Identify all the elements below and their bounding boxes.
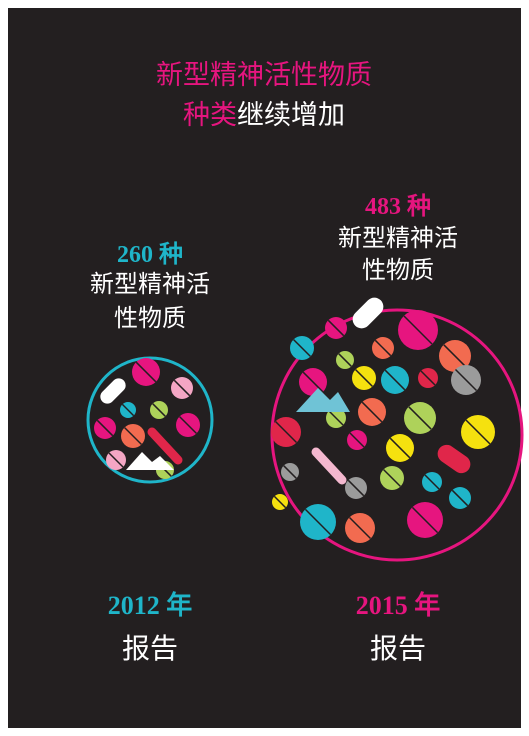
pill-score — [411, 506, 439, 534]
pill-score — [374, 339, 392, 357]
description: 新型精神活 — [90, 270, 210, 298]
capsule-icon — [100, 378, 126, 404]
pill-score — [293, 339, 311, 357]
pill-score — [361, 401, 383, 423]
description: 新型精神活 — [338, 224, 458, 252]
pill-score — [355, 369, 373, 387]
pill-score — [347, 479, 365, 497]
pill-score — [108, 452, 124, 468]
pill-score — [135, 361, 157, 383]
mountain-icon — [296, 388, 350, 412]
year: 2015 年 — [356, 590, 441, 620]
title-line1: 新型精神活性物质 — [156, 60, 372, 91]
pill-score — [349, 432, 365, 448]
pill-score — [304, 508, 332, 536]
pill-score — [152, 403, 166, 417]
pill-score — [173, 379, 191, 397]
joint-icon — [311, 447, 347, 485]
pill-score — [408, 406, 432, 430]
joint-icon — [147, 427, 183, 465]
title-rest: 继续增加 — [237, 100, 345, 131]
pill-score — [465, 419, 491, 445]
pill-score — [454, 368, 478, 392]
pill-score — [383, 469, 401, 487]
description: 性物质 — [114, 304, 186, 332]
pill-score — [424, 474, 440, 490]
report-label: 报告 — [370, 632, 426, 665]
pill-score — [328, 410, 344, 426]
year: 2012 年 — [108, 590, 193, 620]
pill-score — [121, 403, 135, 417]
pill-score — [451, 489, 469, 507]
pill-score — [274, 420, 298, 444]
mountain-icon — [126, 452, 174, 470]
pill-score — [179, 416, 197, 434]
capsule-icon — [437, 444, 471, 474]
report-label: 报告 — [122, 632, 178, 665]
pills — [94, 310, 495, 543]
title-highlight: 种类 — [183, 100, 237, 131]
pill-score — [384, 369, 406, 391]
title-line2: 种类继续增加 — [183, 100, 345, 131]
pill-score — [273, 495, 287, 509]
pill-score — [443, 344, 467, 368]
count: 260 种 — [117, 241, 183, 268]
pill-score — [338, 353, 352, 367]
pill-score — [327, 319, 345, 337]
pill-score — [124, 427, 142, 445]
pill-score — [403, 315, 433, 345]
pill-score — [96, 419, 114, 437]
pill-score — [283, 465, 297, 479]
pill-score — [348, 516, 372, 540]
capsule-icon — [352, 297, 384, 329]
pill-score — [420, 370, 436, 386]
description: 性物质 — [362, 256, 434, 284]
pill-score — [389, 437, 411, 459]
pill-score — [302, 371, 324, 393]
count: 483 种 — [365, 193, 431, 220]
